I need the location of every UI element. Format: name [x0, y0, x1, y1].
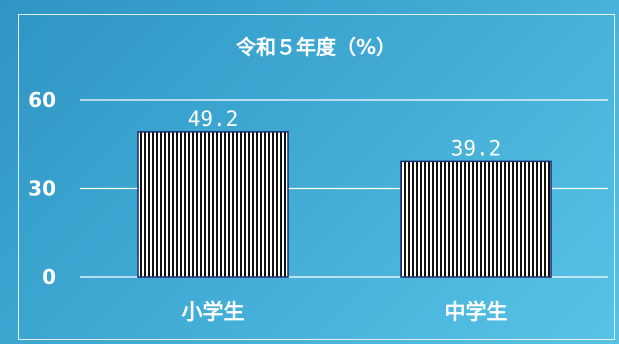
bars [137, 131, 552, 278]
data-labels: 49.2 39.2 [188, 107, 502, 161]
y-axis-ticks: 0 30 60 [28, 88, 56, 289]
category-label-2: 中学生 [445, 300, 508, 324]
bar-1 [137, 131, 289, 278]
y-tick-label-0: 0 [42, 265, 56, 289]
category-label-1: 小学生 [182, 300, 245, 324]
data-label-1: 49.2 [188, 107, 239, 131]
chart-frame [18, 14, 615, 340]
x-axis-categories: 小学生 中学生 [182, 300, 508, 324]
y-tick-label-60: 60 [28, 88, 56, 112]
chart-title: 令和５年度（%） [236, 35, 396, 59]
data-label-2: 39.2 [451, 136, 502, 160]
bar-2 [400, 160, 552, 278]
y-tick-label-30: 30 [28, 177, 56, 201]
